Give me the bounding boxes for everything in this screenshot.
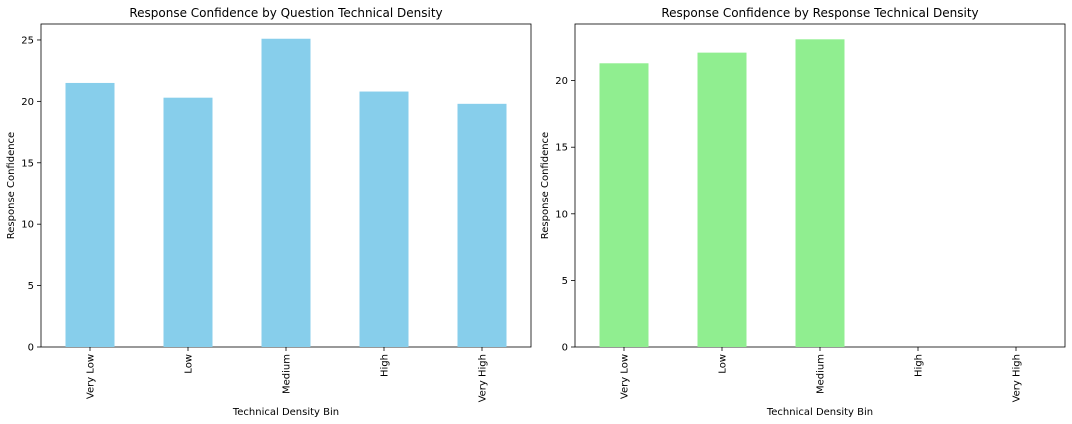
bar [261, 38, 311, 348]
bars [599, 39, 845, 347]
y-axis-ticks: 0 5 10 15 20 25 [21, 35, 41, 354]
y-tick-label: 15 [21, 158, 34, 169]
bar [359, 91, 409, 347]
y-axis-label: Response Confidence [6, 132, 17, 239]
y-tick-label: 20 [555, 76, 568, 87]
x-tick-label: Very High [478, 354, 489, 402]
x-tick-label: Very Low [86, 354, 97, 399]
y-tick-label: 10 [21, 220, 34, 231]
chart-panel-question-density: Response Confidence by Question Technica… [6, 6, 532, 418]
y-axis-ticks: 0 5 10 15 20 [555, 76, 575, 354]
x-axis-ticks: Very Low Low Medium High Very High [86, 347, 489, 402]
y-tick-label: 10 [555, 209, 568, 220]
y-tick-label: 25 [21, 35, 34, 46]
x-tick-label: Low [718, 354, 729, 374]
bar [163, 97, 213, 348]
x-tick-label: Medium [816, 354, 827, 394]
bar [795, 39, 845, 347]
x-tick-label: Medium [282, 354, 293, 394]
y-tick-label: 20 [21, 97, 34, 108]
y-tick-label: 15 [555, 143, 568, 154]
x-tick-label: Very Low [620, 354, 631, 399]
chart-title: Response Confidence by Question Technica… [129, 6, 442, 20]
chart-title: Response Confidence by Response Technica… [661, 6, 978, 20]
x-axis-label: Technical Density Bin [766, 407, 873, 418]
y-axis-label: Response Confidence [540, 132, 551, 239]
y-tick-label: 0 [562, 343, 568, 354]
x-axis-ticks: Very Low Low Medium High Very High [620, 347, 1023, 402]
x-tick-label: High [380, 354, 391, 377]
bar [457, 103, 507, 348]
bars [65, 38, 507, 348]
x-axis-label: Technical Density Bin [232, 407, 339, 418]
y-tick-label: 5 [28, 281, 34, 292]
x-tick-label: High [914, 354, 925, 377]
bar [65, 82, 115, 348]
y-tick-label: 0 [28, 343, 34, 354]
bar [697, 52, 747, 347]
x-tick-label: Low [184, 354, 195, 374]
bar [599, 63, 649, 347]
x-tick-label: Very High [1012, 354, 1023, 402]
y-tick-label: 5 [562, 276, 568, 287]
chart-panel-response-density: Response Confidence by Response Technica… [540, 6, 1066, 418]
